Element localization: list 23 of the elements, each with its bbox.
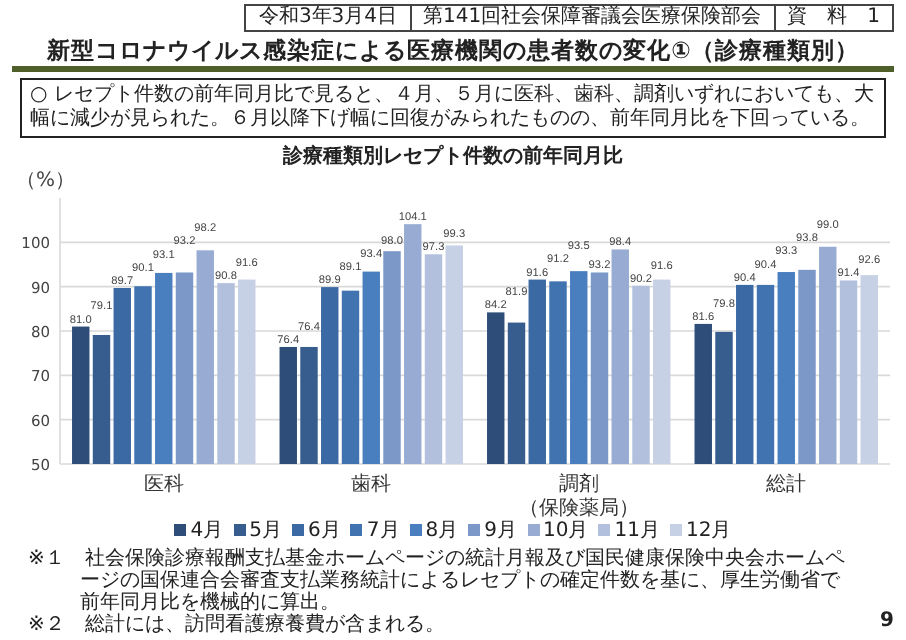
- x-tick-label: 歯科: [351, 472, 392, 496]
- x-tick-label: 医科: [143, 472, 184, 496]
- legend-label: 6月: [308, 520, 341, 542]
- legend-label: 10月: [543, 520, 589, 542]
- legend-label: 11月: [614, 520, 660, 542]
- text: ○ レセプト件数の前年同月比で見ると、４月、５月に医科、歯科、調剤いずれにおいても、大幅に減少が見られた。６月以降下げ幅に回復がみられたものの、前年同月比を下回っている。: [20, 78, 886, 138]
- chart-title: 新型コロナウイルス感染症による医療機関の患者数の変化①（診療種類別）: [12, 36, 894, 72]
- text: ※１ 社会保険診療報酬支払基金ホームページの統計月報及び国民健康保険中央会ホームページの国保連合会審査支払業務統計によるレセプトの確定件数を基に、厚生労働省で前年同月比を機械的に算出。: [28, 548, 847, 614]
- text: 第141回社会保障審議会医療保険部会: [409, 4, 776, 32]
- legend-label: 8月: [425, 520, 459, 542]
- x-tick-label: 総計: [764, 472, 807, 496]
- chart-subtitle: 診療種類別レセプト件数の前年同月比: [280, 146, 625, 170]
- legend-label: 4月: [190, 520, 224, 542]
- x-tick-label: 調剤（保険薬局）: [518, 472, 639, 520]
- text: 資 料 1: [773, 4, 894, 32]
- text: 令和3年3月4日: [244, 4, 412, 32]
- legend-label: 7月: [366, 520, 400, 542]
- legend-label: 9月: [484, 520, 518, 542]
- legend-label: 12月: [685, 520, 732, 542]
- text: 9: [880, 610, 894, 632]
- legend-label: 5月: [249, 520, 283, 542]
- text: ※２ 総計には、訪問看護療養費が含まれる。: [28, 614, 447, 636]
- y-axis-title: （%）: [16, 170, 76, 192]
